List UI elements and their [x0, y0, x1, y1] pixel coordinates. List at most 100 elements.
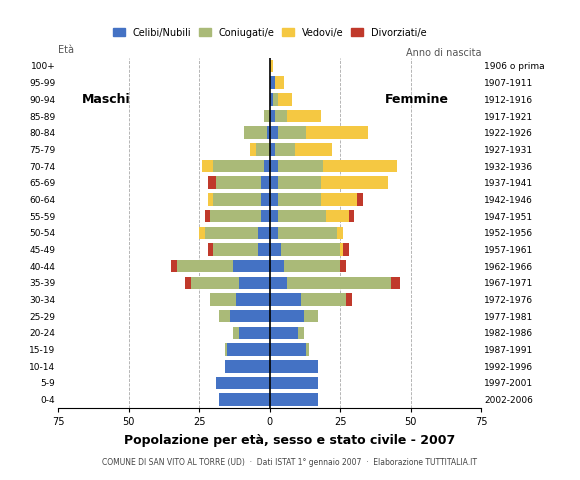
Bar: [340, 243, 343, 256]
Bar: [340, 260, 346, 273]
Bar: [270, 260, 284, 273]
Bar: [278, 177, 321, 189]
Bar: [208, 177, 216, 189]
Bar: [211, 210, 261, 222]
Bar: [278, 126, 306, 139]
Bar: [261, 210, 270, 222]
Bar: [219, 394, 270, 406]
Bar: [185, 276, 191, 289]
Bar: [270, 227, 278, 239]
Legend: Celibi/Nubili, Coniugati/e, Vedovi/e, Divorziati/e: Celibi/Nubili, Coniugati/e, Vedovi/e, Di…: [110, 24, 430, 42]
Text: Anno di nascita: Anno di nascita: [406, 48, 481, 58]
Bar: [261, 193, 270, 206]
Bar: [238, 276, 270, 289]
Bar: [278, 193, 321, 206]
Bar: [270, 377, 318, 389]
Bar: [219, 310, 230, 323]
Bar: [230, 310, 270, 323]
Bar: [216, 377, 270, 389]
Bar: [208, 193, 213, 206]
Bar: [270, 76, 275, 89]
Bar: [270, 394, 318, 406]
Bar: [284, 260, 340, 273]
Bar: [298, 327, 303, 339]
Bar: [270, 327, 298, 339]
Bar: [276, 110, 287, 122]
Bar: [202, 160, 213, 172]
Text: Femmine: Femmine: [385, 93, 448, 106]
Bar: [270, 160, 278, 172]
Bar: [233, 327, 238, 339]
Bar: [391, 276, 400, 289]
Bar: [281, 243, 340, 256]
Bar: [321, 193, 357, 206]
Bar: [267, 126, 270, 139]
Bar: [270, 243, 281, 256]
Bar: [259, 227, 270, 239]
Bar: [326, 210, 349, 222]
Bar: [270, 310, 303, 323]
Bar: [287, 276, 391, 289]
Bar: [259, 243, 270, 256]
Bar: [343, 243, 349, 256]
Bar: [176, 260, 233, 273]
Bar: [278, 160, 323, 172]
Bar: [323, 160, 397, 172]
Bar: [208, 243, 213, 256]
Bar: [233, 260, 270, 273]
Bar: [216, 177, 261, 189]
Bar: [270, 177, 278, 189]
Bar: [270, 343, 306, 356]
Bar: [278, 227, 338, 239]
Bar: [270, 293, 301, 306]
Bar: [236, 293, 270, 306]
Bar: [211, 293, 236, 306]
Bar: [270, 276, 287, 289]
Bar: [303, 310, 318, 323]
Bar: [338, 227, 343, 239]
Bar: [295, 143, 332, 156]
Bar: [270, 143, 275, 156]
Bar: [306, 343, 309, 356]
Bar: [278, 210, 326, 222]
Bar: [238, 327, 270, 339]
Bar: [270, 110, 275, 122]
Bar: [213, 243, 259, 256]
Bar: [256, 143, 270, 156]
Text: Maschi: Maschi: [82, 93, 130, 106]
Bar: [270, 360, 318, 372]
Bar: [287, 110, 321, 122]
Bar: [199, 227, 205, 239]
Text: Età: Età: [58, 45, 74, 55]
Bar: [270, 60, 273, 72]
Bar: [227, 343, 270, 356]
Bar: [224, 360, 270, 372]
Bar: [224, 343, 227, 356]
Bar: [301, 293, 346, 306]
Text: Popolazione per età, sesso e stato civile - 2007: Popolazione per età, sesso e stato civil…: [124, 434, 456, 447]
Bar: [261, 177, 270, 189]
Bar: [205, 210, 211, 222]
Bar: [273, 93, 278, 106]
Text: COMUNE DI SAN VITO AL TORRE (UD)  ·  Dati ISTAT 1° gennaio 2007  ·  Elaborazione: COMUNE DI SAN VITO AL TORRE (UD) · Dati …: [103, 458, 477, 468]
Bar: [191, 276, 238, 289]
Bar: [276, 76, 284, 89]
Bar: [346, 293, 351, 306]
Bar: [278, 93, 292, 106]
Bar: [205, 227, 259, 239]
Bar: [244, 126, 267, 139]
Bar: [276, 143, 295, 156]
Bar: [321, 177, 388, 189]
Bar: [171, 260, 176, 273]
Bar: [357, 193, 363, 206]
Bar: [213, 193, 261, 206]
Bar: [264, 160, 270, 172]
Bar: [306, 126, 368, 139]
Bar: [349, 210, 354, 222]
Bar: [250, 143, 256, 156]
Bar: [264, 110, 270, 122]
Bar: [270, 193, 278, 206]
Bar: [270, 210, 278, 222]
Bar: [270, 126, 278, 139]
Bar: [270, 93, 273, 106]
